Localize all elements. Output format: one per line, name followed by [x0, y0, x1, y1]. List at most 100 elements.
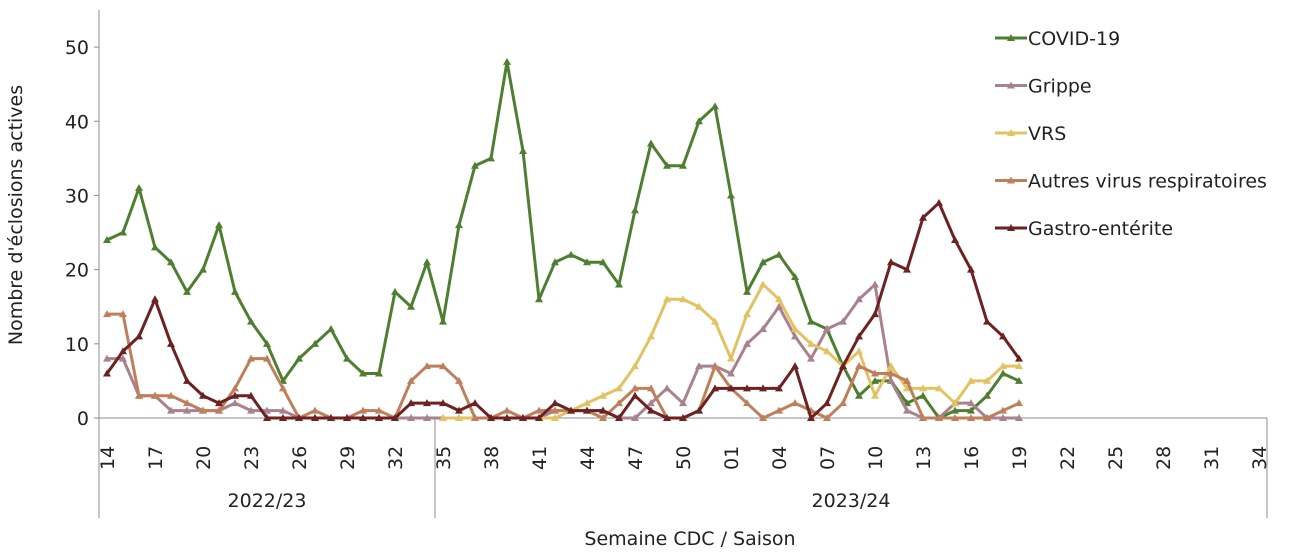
- point-marker: [935, 384, 943, 392]
- x-tick-label: 07: [817, 446, 839, 470]
- point-marker: [247, 317, 255, 325]
- point-marker: [263, 354, 271, 362]
- series-line: [105, 201, 1021, 420]
- point-marker: [983, 317, 991, 325]
- point-marker: [871, 369, 879, 377]
- point-marker: [119, 354, 127, 362]
- point-marker: [439, 362, 447, 370]
- point-marker: [247, 391, 255, 399]
- point-marker: [199, 406, 207, 414]
- legend-label: COVID-19: [1028, 28, 1120, 50]
- point-marker: [151, 391, 159, 399]
- x-tick-label: 23: [241, 446, 263, 470]
- x-tick-label: 14: [97, 446, 119, 470]
- point-marker: [311, 414, 319, 421]
- point-marker: [327, 414, 335, 421]
- point-marker: [855, 347, 863, 355]
- point-marker: [583, 406, 591, 414]
- point-marker: [855, 295, 863, 303]
- x-tick-label: 35: [433, 446, 455, 470]
- point-marker: [919, 391, 927, 399]
- point-marker: [263, 414, 271, 421]
- point-marker: [199, 391, 207, 399]
- x-tick-label: 25: [1105, 446, 1127, 470]
- point-marker: [167, 258, 175, 266]
- point-marker: [247, 406, 255, 414]
- point-marker: [119, 347, 127, 355]
- point-marker: [503, 406, 511, 414]
- point-marker: [167, 406, 175, 414]
- point-marker: [375, 414, 383, 421]
- point-marker: [951, 235, 959, 243]
- point-marker: [391, 414, 399, 421]
- point-marker: [775, 406, 783, 414]
- point-marker: [711, 384, 719, 392]
- point-marker: [647, 406, 655, 414]
- point-marker: [359, 414, 367, 421]
- point-marker: [375, 406, 383, 414]
- point-marker: [679, 295, 687, 303]
- point-marker: [135, 332, 143, 340]
- point-marker: [391, 287, 399, 295]
- point-marker: [743, 384, 751, 392]
- point-marker: [839, 362, 847, 370]
- point-marker: [183, 406, 191, 414]
- point-marker: [375, 369, 383, 377]
- point-marker: [327, 324, 335, 332]
- point-marker: [775, 302, 783, 310]
- point-marker: [215, 406, 223, 414]
- point-marker: [647, 139, 655, 147]
- point-marker: [743, 287, 751, 295]
- point-marker: [999, 406, 1007, 414]
- point-marker: [151, 243, 159, 251]
- point-marker: [855, 332, 863, 340]
- x-tick-label: 31: [1201, 446, 1223, 470]
- point-marker: [999, 362, 1007, 370]
- point-marker: [215, 221, 223, 229]
- point-marker: [695, 362, 703, 370]
- x-tick-label: 13: [913, 446, 935, 470]
- point-marker: [647, 332, 655, 340]
- point-marker: [455, 221, 463, 229]
- point-marker: [951, 399, 959, 407]
- point-marker: [407, 302, 415, 310]
- x-tick-label: 29: [337, 446, 359, 470]
- point-marker: [487, 154, 495, 162]
- point-marker: [919, 384, 927, 392]
- legend-marker: [1007, 34, 1015, 41]
- point-marker: [455, 414, 463, 421]
- point-marker: [919, 414, 927, 421]
- point-marker: [519, 146, 527, 154]
- point-marker: [759, 414, 767, 421]
- y-tick-label: 0: [77, 408, 89, 430]
- point-marker: [407, 414, 415, 421]
- x-tick-label: 50: [673, 446, 695, 470]
- series-line: [107, 282, 1019, 420]
- point-marker: [167, 339, 175, 347]
- point-marker: [663, 384, 671, 392]
- point-marker: [263, 339, 271, 347]
- point-marker: [583, 399, 591, 407]
- point-marker: [855, 362, 863, 370]
- point-marker: [983, 376, 991, 384]
- legend-marker: [1007, 81, 1015, 89]
- point-marker: [471, 399, 479, 407]
- x-tick-label: 10: [865, 446, 887, 470]
- point-marker: [807, 354, 815, 362]
- point-marker: [983, 391, 991, 399]
- point-marker: [119, 228, 127, 236]
- point-marker: [759, 258, 767, 266]
- point-marker: [615, 280, 623, 288]
- point-marker: [423, 414, 431, 421]
- point-marker: [983, 414, 991, 421]
- point-marker: [631, 362, 639, 370]
- point-marker: [599, 406, 607, 414]
- point-marker: [791, 273, 799, 281]
- season-label: 2022/23: [228, 490, 307, 512]
- point-marker: [279, 384, 287, 392]
- point-marker: [471, 161, 479, 169]
- point-marker: [679, 399, 687, 407]
- point-marker: [135, 184, 143, 192]
- point-marker: [567, 406, 575, 414]
- point-marker: [135, 391, 143, 399]
